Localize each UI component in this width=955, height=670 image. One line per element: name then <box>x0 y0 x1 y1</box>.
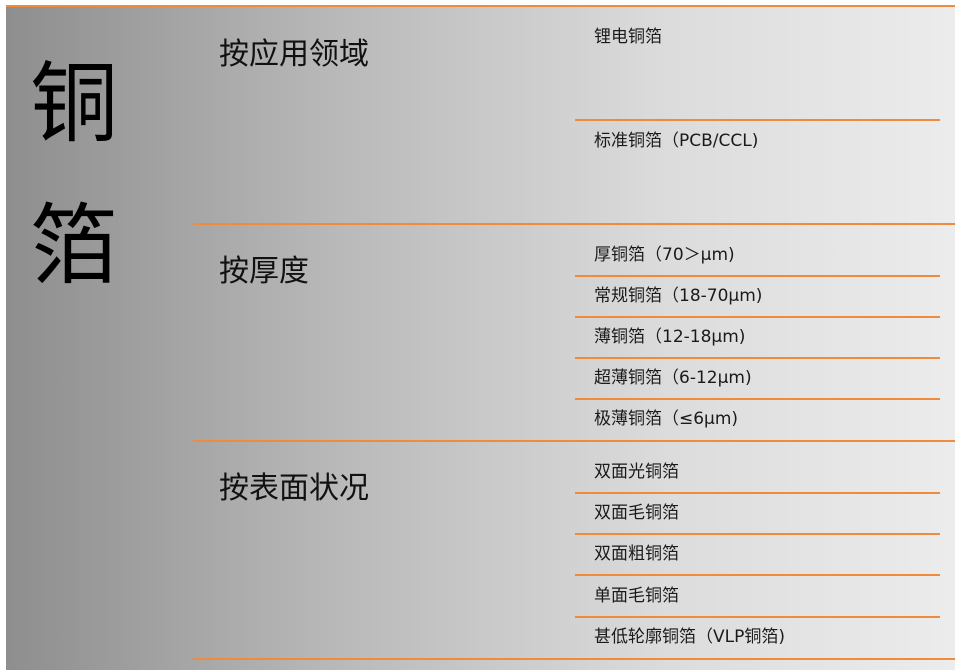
list-item: 极薄铜箔（≤6μm) <box>594 409 739 429</box>
item-divider <box>575 616 940 618</box>
list-item: 双面毛铜箔 <box>594 503 679 523</box>
list-item: 单面毛铜箔 <box>594 586 679 606</box>
category-divider <box>193 658 955 660</box>
list-item: 标准铜箔（PCB/CCL) <box>594 131 759 151</box>
title-char-1: 铜 <box>30 52 119 155</box>
category-application: 按应用领域 <box>219 37 369 72</box>
list-item: 双面粗铜箔 <box>594 544 679 564</box>
title-char-2: 箔 <box>30 194 119 297</box>
category-surface: 按表面状况 <box>219 471 369 506</box>
item-divider <box>575 316 940 318</box>
background-panel <box>6 6 955 670</box>
list-item: 厚铜箔（70＞μm) <box>594 245 735 265</box>
item-divider <box>575 533 940 535</box>
item-divider <box>575 492 940 494</box>
category-divider <box>193 440 955 442</box>
item-divider <box>575 574 940 576</box>
item-divider <box>575 357 940 359</box>
item-divider <box>575 398 940 400</box>
item-divider <box>575 275 940 277</box>
list-item: 薄铜箔（12-18μm) <box>594 327 746 347</box>
list-item: 甚低轮廓铜箔（VLP铜箔) <box>594 627 785 647</box>
item-divider <box>575 119 940 121</box>
list-item: 锂电铜箔 <box>594 27 662 47</box>
top-divider <box>6 5 955 7</box>
list-item: 超薄铜箔（6-12μm) <box>594 368 752 388</box>
category-thickness: 按厚度 <box>219 254 309 289</box>
list-item: 常规铜箔（18-70μm) <box>594 286 763 306</box>
category-divider <box>193 223 955 225</box>
list-item: 双面光铜箔 <box>594 462 679 482</box>
